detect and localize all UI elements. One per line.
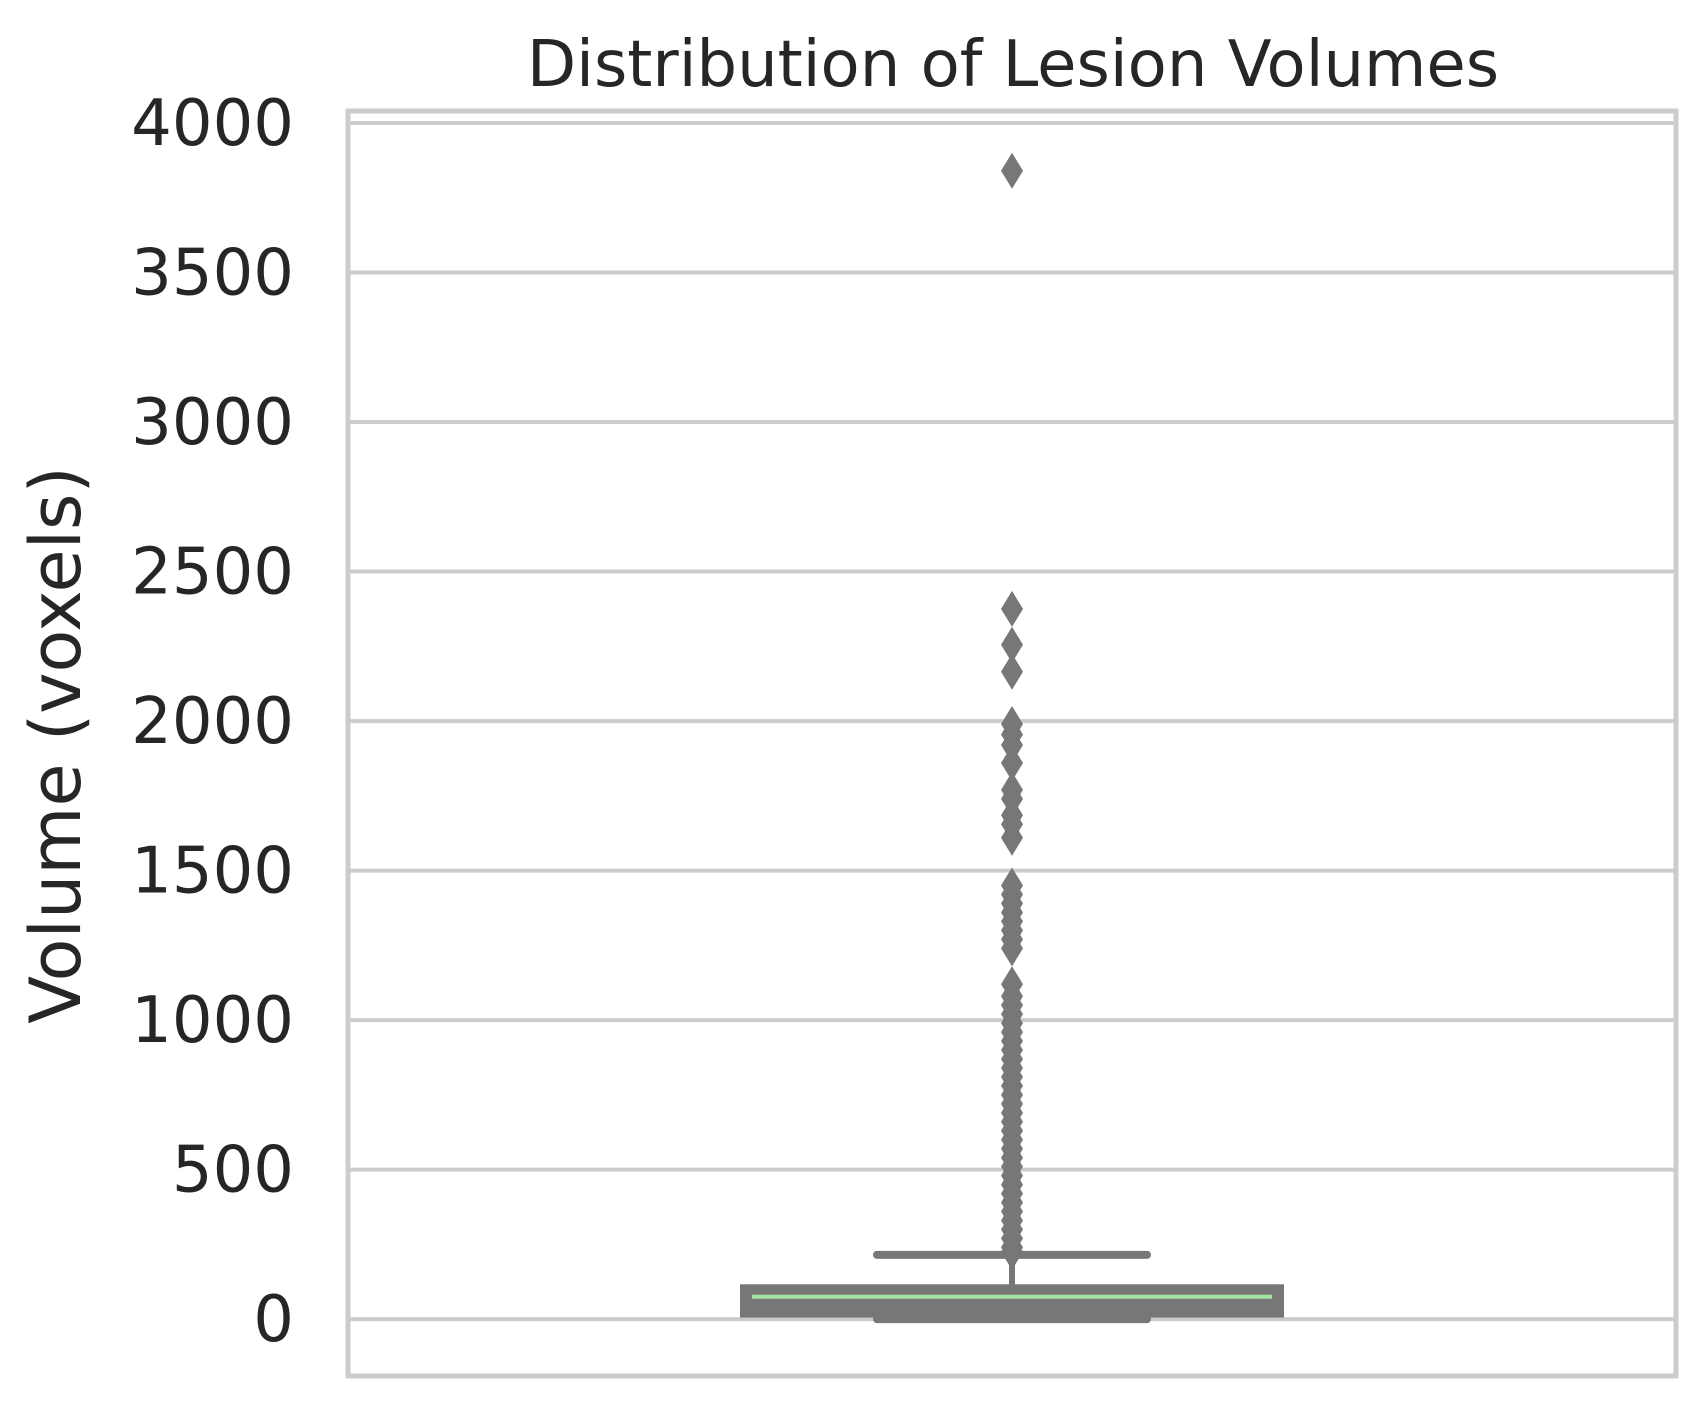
outlier-points [1001,152,1023,1270]
outlier-point-20 [1001,930,1023,967]
y-tick-label-4000: 4000 [131,87,294,161]
y-tick-label-3000: 3000 [131,386,294,460]
y-tick-label-1500: 1500 [131,835,294,909]
box-layer [740,1250,1284,1324]
y-tick-label-1000: 1000 [131,984,294,1058]
iqr-box [740,1284,1284,1318]
y-tick-label-3500: 3500 [131,236,294,310]
y-tick-label-0: 0 [253,1283,294,1357]
y-tick-label-2000: 2000 [131,685,294,759]
y-axis-label: Volume (voxels) [15,466,97,1024]
outlier-point-12 [1001,819,1023,856]
chart-title: Distribution of Lesion Volumes [527,28,1499,102]
outlier-point-1 [1001,590,1023,627]
outlier-point-2 [1001,626,1023,663]
y-tick-label-2500: 2500 [131,536,294,610]
outlier-point-3 [1001,653,1023,690]
y-tick-labels: 0 500 1000 1500 2000 2500 3000 3500 4000 [131,87,294,1357]
y-tick-label-500: 500 [172,1134,294,1208]
plot-frame [345,108,1679,1379]
outlier-point-0 [1001,152,1023,189]
plot-border [345,108,1679,1379]
outlier-point-51 [1001,1233,1023,1270]
outlier-point-7 [1001,744,1023,781]
